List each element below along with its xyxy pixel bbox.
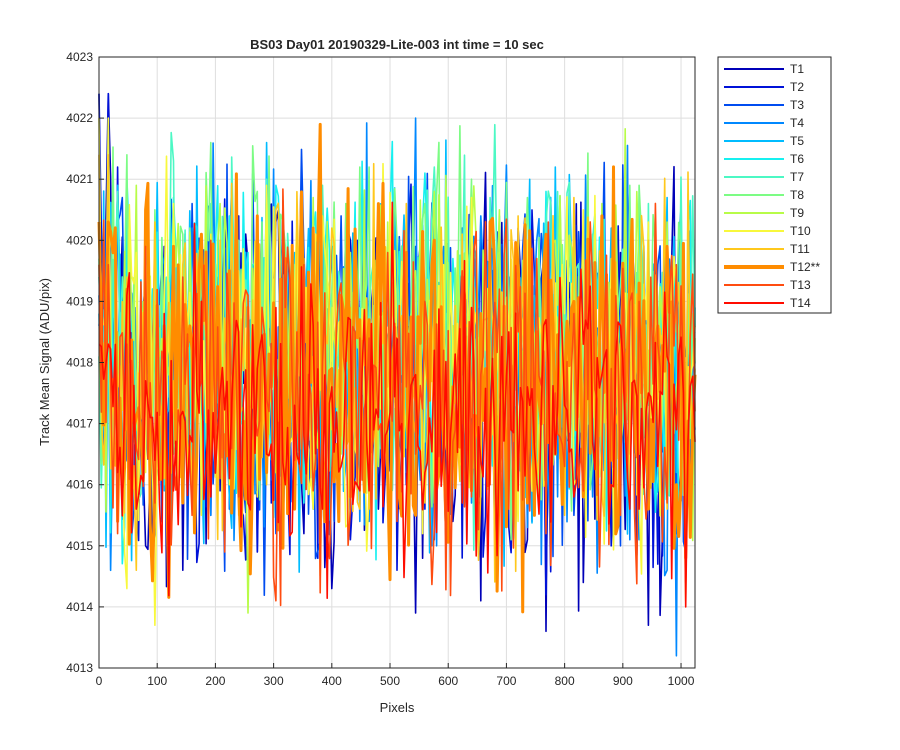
x-tick-label: 1000 <box>668 674 695 688</box>
x-tick-label: 300 <box>264 674 284 688</box>
y-tick-label: 4015 <box>66 539 93 553</box>
x-tick-label: 800 <box>555 674 575 688</box>
y-tick-label: 4016 <box>66 478 93 492</box>
y-tick-label: 4013 <box>66 661 93 675</box>
series-group <box>97 92 697 657</box>
legend-label: T8 <box>790 188 804 202</box>
legend-label: T12** <box>790 260 820 274</box>
legend-box <box>717 56 832 314</box>
y-tick-label: 4021 <box>66 172 93 186</box>
legend-label: T13 <box>790 278 811 292</box>
y-axis-label: Track Mean Signal (ADU/pix) <box>37 278 52 446</box>
x-tick-label: 600 <box>438 674 458 688</box>
x-tick-label: 400 <box>322 674 342 688</box>
legend-label: T7 <box>790 170 804 184</box>
y-tick-label: 4014 <box>66 600 93 614</box>
x-tick-label: 900 <box>613 674 633 688</box>
x-axis-label: Pixels <box>380 700 415 715</box>
x-tick-label: 0 <box>96 674 103 688</box>
series-line-t13 <box>98 188 696 607</box>
y-tick-label: 4022 <box>66 111 93 125</box>
legend-label: T1 <box>790 62 804 76</box>
y-tick-label: 4018 <box>66 356 93 370</box>
y-tick-label: 4017 <box>66 417 93 431</box>
legend-label: T11 <box>790 242 810 256</box>
chart-title: BS03 Day01 20190329-Lite-003 int time = … <box>250 37 544 52</box>
legend-label: T9 <box>790 206 804 220</box>
y-tick-label: 4019 <box>66 294 93 308</box>
x-tick-label: 500 <box>380 674 400 688</box>
legend-label: T3 <box>790 98 804 112</box>
y-tick-label: 4020 <box>66 233 93 247</box>
x-tick-label: 100 <box>147 674 167 688</box>
axis-ticks: 0 100 200 300 400 500 600 700 800 900 1000 4013 4014… <box>66 50 694 688</box>
legend: T1 T2 T3 T4 T5 T6 T7 T8 T9 T10 T11 T12** T13 T14 <box>717 56 832 314</box>
legend-label: T4 <box>790 116 804 130</box>
x-tick-label: 200 <box>205 674 225 688</box>
legend-label: T10 <box>790 224 811 238</box>
series-line-t14 <box>98 201 696 608</box>
legend-label: T14 <box>790 296 811 310</box>
y-tick-label: 4023 <box>66 50 93 64</box>
legend-label: T6 <box>790 152 804 166</box>
legend-label: T2 <box>790 80 804 94</box>
legend-label: T5 <box>790 134 804 148</box>
x-tick-label: 700 <box>496 674 516 688</box>
